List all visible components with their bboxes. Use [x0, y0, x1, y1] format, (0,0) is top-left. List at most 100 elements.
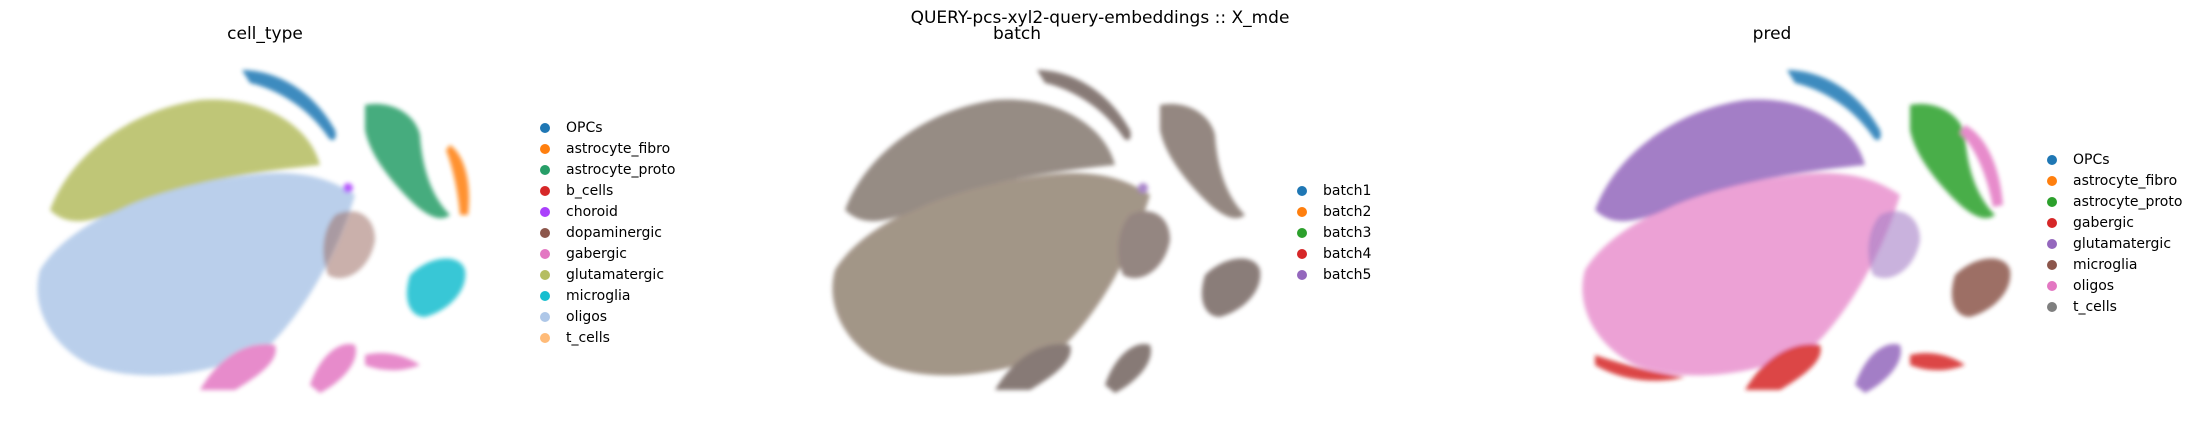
cluster-microglia: [1951, 258, 2011, 317]
legend-item: batch2: [1297, 201, 1371, 222]
legend-marker: [540, 227, 550, 238]
legend-marker: [540, 185, 550, 196]
cluster-astrocyte-proto: [1910, 103, 1995, 219]
legend-label: glutamatergic: [566, 266, 665, 283]
legend-item: glutamatergic: [2047, 233, 2182, 254]
legend-marker: [1297, 185, 1307, 196]
embedding-plot: [1582, 70, 2011, 393]
legend-item: batch5: [1297, 264, 1371, 285]
legend-marker: [540, 164, 550, 175]
batch-region-right: [1160, 103, 1245, 219]
legend-label: glutamatergic: [2073, 235, 2172, 252]
legend-marker: [540, 206, 550, 217]
legend-item: glutamatergic: [540, 264, 675, 285]
legend-label: gabergic: [566, 245, 627, 262]
cluster-gabergic-4: [1595, 355, 1685, 381]
legend-item: batch3: [1297, 222, 1371, 243]
cluster-gabergic-2: [310, 344, 356, 393]
batch-region-upper: [845, 99, 1115, 222]
legend-item: dopaminergic: [540, 222, 675, 243]
batch-region-bottom-2: [1105, 344, 1151, 393]
legend-batch: batch1 batch2 batch3 batch4 batch5: [1297, 180, 1371, 285]
legend-item: astrocyte_fibro: [2047, 170, 2182, 191]
legend-marker: [2047, 154, 2057, 165]
legend-item: astrocyte_proto: [540, 159, 675, 180]
legend-label: batch4: [1323, 245, 1372, 262]
legend-label: batch3: [1323, 224, 1372, 241]
cluster-astrocyte-proto: [365, 103, 450, 219]
cluster-gabergic-2: [1855, 344, 1901, 393]
panel-title: pred: [1752, 24, 1792, 44]
legend-label: dopaminergic: [566, 224, 662, 241]
cluster-glutamatergic: [50, 99, 320, 222]
legend-item: b_cells: [540, 180, 675, 201]
cluster-choroid: [343, 183, 353, 193]
panel-title: batch: [993, 24, 1041, 44]
cluster-oligos: [1582, 173, 1900, 376]
legend-label: astrocyte_proto: [566, 161, 676, 178]
legend-item: oligos: [2047, 275, 2182, 296]
cluster-microglia: [406, 258, 466, 317]
legend-item: batch4: [1297, 243, 1371, 264]
embedding-plot: [37, 70, 470, 393]
cluster-oligos: [37, 173, 355, 376]
cluster-dopaminergic: [323, 211, 375, 279]
cluster-astrocyte-fibro: [1960, 125, 2003, 207]
legend-item: choroid: [540, 201, 675, 222]
legend-label: gabergic: [2073, 214, 2134, 231]
figure-suptitle: QUERY-pcs-xyl2-query-embeddings :: X_mde: [910, 8, 1290, 28]
cluster-opcs: [1787, 70, 1881, 141]
legend-marker: [2047, 217, 2057, 228]
legend-item: gabergic: [2047, 212, 2182, 233]
legend-item: t_cells: [2047, 296, 2182, 317]
cluster-glutamatergic: [1595, 99, 1865, 222]
legend-item: astrocyte_proto: [2047, 191, 2182, 212]
batch-region-bottom: [995, 344, 1071, 390]
legend-marker: [540, 248, 550, 259]
batch-region-mid: [1118, 211, 1170, 279]
cluster-gabergic-3: [365, 353, 420, 371]
batch-region-right-lower: [1201, 258, 1261, 317]
cluster-gabergic: [1745, 344, 1821, 390]
batch-region-top-arc: [1037, 70, 1131, 141]
cluster-mid: [1868, 211, 1920, 279]
legend-label: t_cells: [566, 329, 610, 346]
legend-marker: [2047, 259, 2057, 270]
legend-item: gabergic: [540, 243, 675, 264]
legend-marker: [2047, 301, 2057, 312]
embedding-plot: [832, 70, 1261, 393]
legend-label: oligos: [566, 308, 608, 325]
legend-label: astrocyte_fibro: [566, 140, 671, 157]
legend-item: OPCs: [2047, 149, 2182, 170]
legend-marker: [1297, 206, 1307, 217]
legend-marker: [540, 332, 550, 343]
legend-marker: [1297, 269, 1307, 280]
legend-label: b_cells: [566, 182, 614, 199]
legend-marker: [2047, 238, 2057, 249]
legend-marker: [1297, 248, 1307, 259]
legend-label: t_cells: [2073, 298, 2117, 315]
legend-marker: [540, 311, 550, 322]
cluster-astrocyte-fibro: [446, 145, 470, 215]
legend-marker: [540, 290, 550, 301]
legend-marker: [2047, 280, 2057, 291]
legend-item: oligos: [540, 306, 675, 327]
legend-label: batch5: [1323, 266, 1372, 283]
legend-label: OPCs: [2073, 151, 2110, 168]
legend-label: OPCs: [566, 119, 603, 136]
cluster-opcs: [242, 70, 336, 141]
legend-label: oligos: [2073, 277, 2115, 294]
legend-label: astrocyte_proto: [2073, 193, 2183, 210]
legend-label: astrocyte_fibro: [2073, 172, 2178, 189]
legend-pred: OPCs astrocyte_fibro astrocyte_proto gab…: [2047, 149, 2182, 317]
legend-item: microglia: [2047, 254, 2182, 275]
panel-title: cell_type: [227, 24, 303, 44]
cluster-gabergic-3: [1910, 353, 1965, 371]
legend-marker: [2047, 196, 2057, 207]
legend-marker: [2047, 175, 2057, 186]
legend-label: microglia: [566, 287, 631, 304]
legend-marker: [1297, 227, 1307, 238]
legend-item: OPCs: [540, 117, 675, 138]
legend-label: microglia: [2073, 256, 2138, 273]
legend-item: batch1: [1297, 180, 1371, 201]
